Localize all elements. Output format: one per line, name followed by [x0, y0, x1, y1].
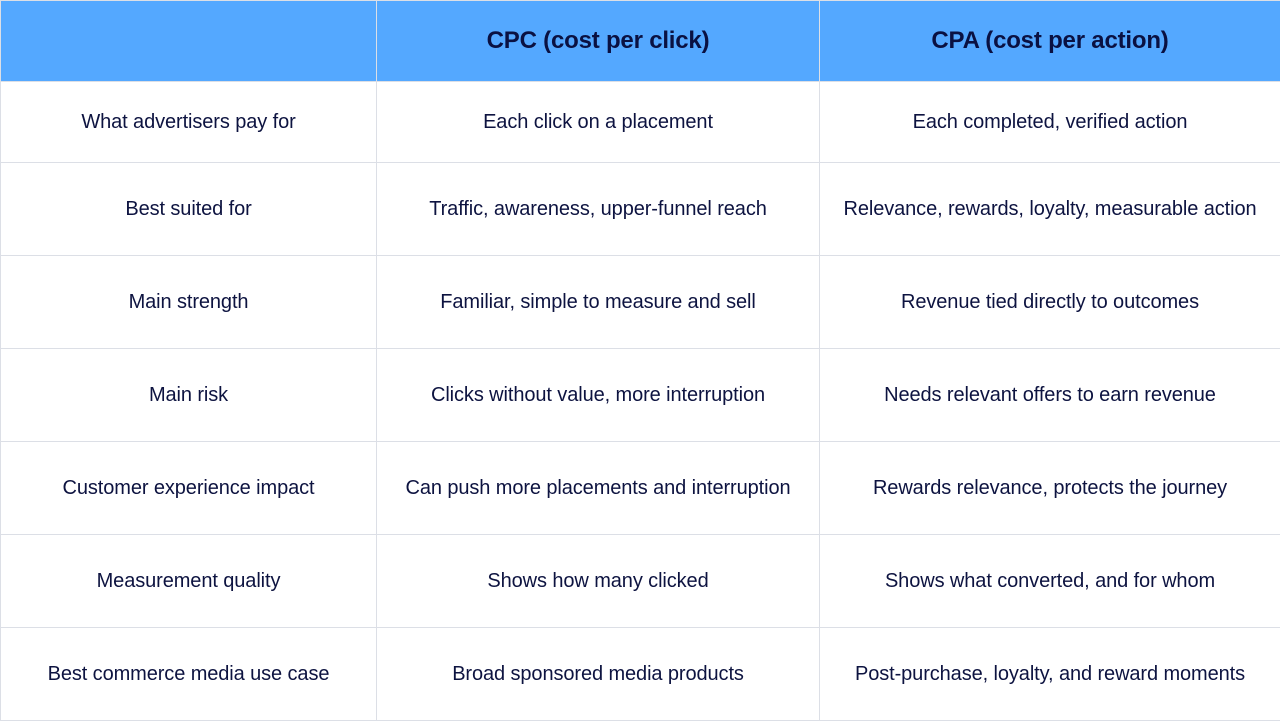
cpa-cell: Needs relevant offers to earn revenue: [820, 349, 1280, 442]
table-row: Customer experience impact Can push more…: [1, 442, 1280, 535]
cpa-cell: Revenue tied directly to outcomes: [820, 256, 1280, 349]
header-row: CPC (cost per click) CPA (cost per actio…: [1, 1, 1280, 82]
header-cpc: CPC (cost per click): [377, 1, 820, 82]
row-label: Customer experience impact: [1, 442, 377, 535]
row-label: Main risk: [1, 349, 377, 442]
cpc-cell: Each click on a placement: [377, 82, 820, 163]
header-cpa: CPA (cost per action): [820, 1, 1280, 82]
table-header: CPC (cost per click) CPA (cost per actio…: [1, 1, 1280, 82]
cpa-cell: Shows what converted, and for whom: [820, 535, 1280, 628]
cpa-cell: Each completed, verified action: [820, 82, 1280, 163]
table-row: Main risk Clicks without value, more int…: [1, 349, 1280, 442]
table-row: Measurement quality Shows how many click…: [1, 535, 1280, 628]
table-row: What advertisers pay for Each click on a…: [1, 82, 1280, 163]
row-label: Main strength: [1, 256, 377, 349]
row-label: What advertisers pay for: [1, 82, 377, 163]
row-label: Best suited for: [1, 163, 377, 256]
cpa-cell: Post-purchase, loyalty, and reward momen…: [820, 628, 1280, 721]
cpc-cell: Traffic, awareness, upper-funnel reach: [377, 163, 820, 256]
cpc-cell: Clicks without value, more interruption: [377, 349, 820, 442]
cpa-cell: Rewards relevance, protects the journey: [820, 442, 1280, 535]
table-row: Best commerce media use case Broad spons…: [1, 628, 1280, 721]
row-label: Best commerce media use case: [1, 628, 377, 721]
cpc-cell: Familiar, simple to measure and sell: [377, 256, 820, 349]
row-label: Measurement quality: [1, 535, 377, 628]
table-row: Main strength Familiar, simple to measur…: [1, 256, 1280, 349]
cpa-cell: Relevance, rewards, loyalty, measurable …: [820, 163, 1280, 256]
table-row: Best suited for Traffic, awareness, uppe…: [1, 163, 1280, 256]
cpc-cell: Shows how many clicked: [377, 535, 820, 628]
cpc-cell: Can push more placements and interruptio…: [377, 442, 820, 535]
table-body: What advertisers pay for Each click on a…: [1, 82, 1280, 721]
cpc-cell: Broad sponsored media products: [377, 628, 820, 721]
header-empty-cell: [1, 1, 377, 82]
